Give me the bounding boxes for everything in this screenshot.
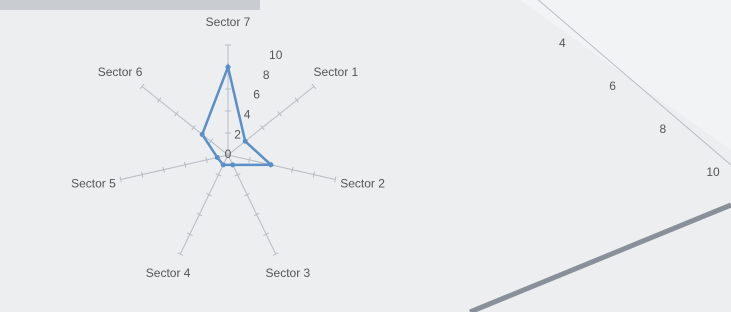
object-edge <box>0 0 260 10</box>
r-tick-label: 10 <box>706 165 720 179</box>
r-tick-label: 8 <box>659 122 666 136</box>
r-tick-label: 0 <box>225 147 232 161</box>
category-label: Sector 6 <box>98 65 143 79</box>
r-tick-label: 6 <box>253 88 260 102</box>
category-label: Sector 3 <box>266 266 311 280</box>
point <box>221 162 226 167</box>
r-tick-label: 8 <box>263 68 270 82</box>
point <box>200 132 205 137</box>
category-label: Sector 5 <box>71 177 116 191</box>
point <box>215 155 220 160</box>
r-tick-label: 2 <box>234 127 241 141</box>
point <box>230 162 235 167</box>
chart: Sector 1 Sector 2 Sector 3 Sector 4 Sector 5… <box>0 0 731 312</box>
point <box>243 139 248 144</box>
r-tick-label: 4 <box>244 108 251 122</box>
point <box>268 162 273 167</box>
r-tick-label: 6 <box>609 79 616 93</box>
category-label: Sector 7 <box>206 15 251 29</box>
point <box>226 65 231 70</box>
category-label: Sector 4 <box>146 266 191 280</box>
r-tick-label: 4 <box>559 36 566 50</box>
category-label: Sector 2 <box>340 177 385 191</box>
category-label: Sector 1 <box>314 65 359 79</box>
r-tick-label: 10 <box>269 48 283 62</box>
